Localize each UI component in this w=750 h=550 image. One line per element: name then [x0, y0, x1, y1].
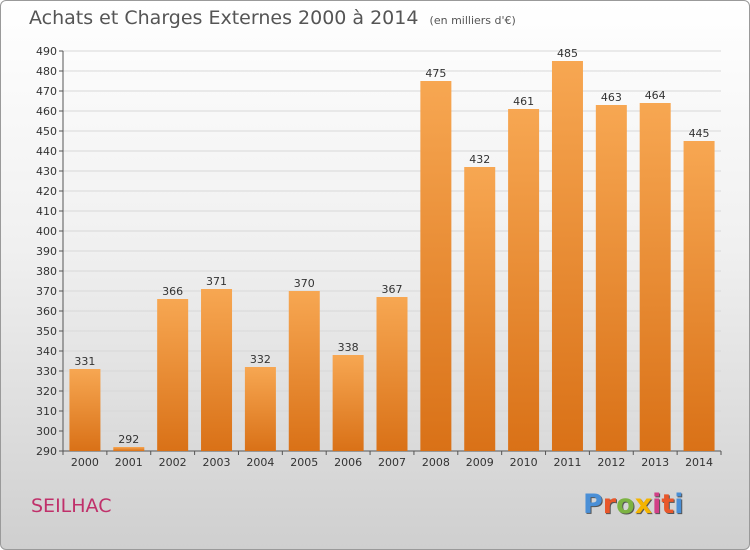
bar	[69, 369, 101, 451]
bar	[551, 61, 583, 451]
x-tick-label: 2002	[159, 456, 187, 469]
bar	[113, 447, 145, 451]
bar	[595, 105, 627, 451]
bar	[157, 299, 189, 451]
y-tick-label: 400	[36, 225, 57, 238]
x-tick-label: 2013	[641, 456, 669, 469]
chart-subtitle: (en milliers d'€)	[429, 14, 516, 27]
brand-logo-letter: o	[616, 489, 635, 520]
y-tick-label: 330	[36, 365, 57, 378]
brand-logo-letter: i	[652, 489, 662, 520]
brand-logo-letter: x	[634, 489, 653, 520]
y-tick-label: 410	[36, 205, 57, 218]
bar-value-label: 371	[206, 275, 227, 288]
x-tick-label: 2004	[246, 456, 274, 469]
y-tick-label: 460	[36, 105, 57, 118]
x-tick-label: 2012	[597, 456, 625, 469]
bar-value-label: 366	[162, 285, 183, 298]
y-tick-label: 390	[36, 245, 57, 258]
bar-value-label: 292	[118, 433, 139, 446]
y-tick-label: 490	[36, 45, 57, 58]
bar-value-label: 367	[382, 283, 403, 296]
brand-logo-letter: i	[674, 489, 684, 520]
y-tick-label: 450	[36, 125, 57, 138]
y-tick-label: 340	[36, 345, 57, 358]
bar-value-label: 475	[425, 67, 446, 80]
bar-value-label: 332	[250, 353, 271, 366]
bar-value-label: 331	[74, 355, 95, 368]
x-tick-label: 2007	[378, 456, 406, 469]
y-tick-label: 420	[36, 185, 57, 198]
bar-value-label: 432	[469, 153, 490, 166]
bar	[201, 289, 233, 451]
x-tick-label: 2003	[203, 456, 231, 469]
x-tick-label: 2014	[685, 456, 713, 469]
bar	[464, 167, 496, 451]
y-tick-label: 320	[36, 385, 57, 398]
bar-value-label: 370	[294, 277, 315, 290]
y-tick-label: 440	[36, 145, 57, 158]
x-tick-label: 2001	[115, 456, 143, 469]
y-tick-label: 360	[36, 305, 57, 318]
bar	[420, 81, 452, 451]
y-tick-label: 480	[36, 65, 57, 78]
bar	[639, 103, 671, 451]
y-tick-label: 350	[36, 325, 57, 338]
x-tick-label: 2009	[466, 456, 494, 469]
x-tick-label: 2006	[334, 456, 362, 469]
x-tick-label: 2005	[290, 456, 318, 469]
brand-logo-letter: t	[661, 489, 675, 520]
bar-value-label: 461	[513, 95, 534, 108]
y-tick-label: 370	[36, 285, 57, 298]
bar	[332, 355, 364, 451]
bar	[683, 141, 715, 451]
bar-value-label: 338	[338, 341, 359, 354]
bar	[288, 291, 320, 451]
x-tick-label: 2010	[510, 456, 538, 469]
y-tick-label: 290	[36, 445, 57, 458]
bar-value-label: 463	[601, 91, 622, 104]
bar-value-label: 485	[557, 47, 578, 60]
bar	[244, 367, 276, 451]
y-tick-label: 380	[36, 265, 57, 278]
x-tick-label: 2008	[422, 456, 450, 469]
y-tick-label: 470	[36, 85, 57, 98]
bar-value-label: 464	[645, 89, 666, 102]
bar	[376, 297, 408, 451]
y-tick-label: 300	[36, 425, 57, 438]
brand-logo-letter: P	[583, 489, 603, 520]
y-tick-label: 430	[36, 165, 57, 178]
bar-value-label: 445	[689, 127, 710, 140]
x-tick-label: 2011	[553, 456, 581, 469]
brand-logo-letter: r	[602, 489, 617, 520]
brand-logo: Proxiti	[583, 489, 684, 520]
bars	[69, 61, 715, 451]
x-tick-label: 2000	[71, 456, 99, 469]
commune-name: SEILHAC	[31, 495, 112, 517]
chart-title: Achats et Charges Externes 2000 à 2014	[29, 7, 419, 29]
bar	[508, 109, 540, 451]
chart-header: Achats et Charges Externes 2000 à 2014 (…	[29, 7, 516, 29]
labels: 290 300 310 320 330 340 350 360 370 380 390 400 410 4…	[36, 45, 713, 469]
y-tick-label: 310	[36, 405, 57, 418]
